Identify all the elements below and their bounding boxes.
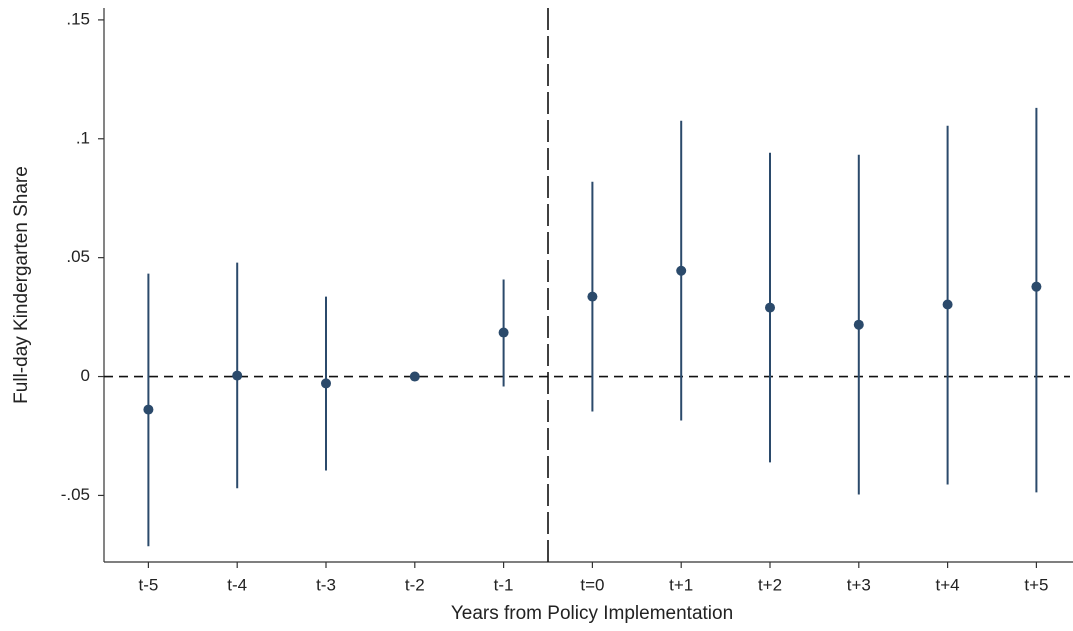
point — [587, 291, 598, 302]
y-tick-label: .05 — [66, 247, 90, 266]
x-axis-title: Years from Policy Implementation — [451, 603, 733, 624]
x-tick-label: t+4 — [936, 575, 960, 594]
y-tick-label: .1 — [76, 128, 90, 147]
point — [143, 404, 154, 415]
x-tick-label: t-2 — [405, 575, 425, 594]
x-tick-label: t+2 — [758, 575, 782, 594]
y-tick-label: -.05 — [61, 485, 90, 504]
x-tick-label: t-5 — [138, 575, 158, 594]
x-tick-label: t+1 — [669, 575, 693, 594]
point — [676, 265, 687, 276]
y-axis-title: Full-day Kindergarten Share — [11, 166, 32, 404]
point — [409, 371, 420, 382]
point — [232, 370, 243, 381]
point — [321, 378, 331, 389]
x-tick-label: t+3 — [847, 575, 871, 594]
point — [1031, 281, 1042, 292]
point — [853, 319, 864, 330]
x-tick-label: t+5 — [1024, 575, 1048, 594]
x-tick-label: t-1 — [494, 575, 514, 594]
y-tick-label: .15 — [66, 9, 90, 28]
point — [765, 302, 775, 313]
x-tick-label: t=0 — [580, 575, 604, 594]
y-tick-label: 0 — [81, 366, 90, 385]
x-tick-label: t-4 — [227, 575, 247, 594]
point — [498, 327, 509, 338]
point — [942, 299, 953, 310]
x-tick-label: t-3 — [316, 575, 336, 594]
